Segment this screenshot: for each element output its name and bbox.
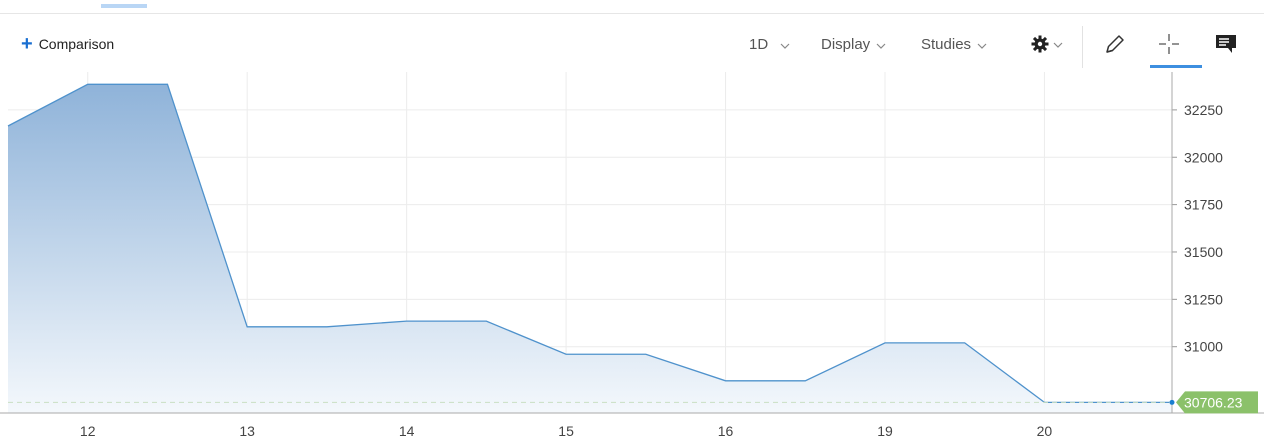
comment-icon — [1216, 35, 1236, 53]
chevron-down-icon — [1053, 42, 1063, 48]
toolbar-separator — [1082, 26, 1083, 68]
chevron-down-icon — [780, 43, 790, 49]
chart-toolbar: + Comparison 1D Display Studies — [0, 14, 1264, 72]
last-price-label: 30706.23 — [1184, 394, 1243, 410]
y-tick-label: 31500 — [1184, 244, 1223, 260]
display-dropdown[interactable]: Display — [821, 36, 886, 53]
settings-dropdown[interactable] — [1031, 35, 1063, 53]
interval-label: 1D — [749, 36, 769, 53]
x-tick-label: 14 — [399, 423, 415, 439]
y-tick-label: 32250 — [1184, 102, 1223, 118]
plus-icon: + — [21, 33, 33, 55]
comment-tool-button[interactable] — [1214, 32, 1238, 56]
studies-dropdown[interactable]: Studies — [921, 36, 987, 53]
price-area — [8, 84, 1172, 413]
chevron-down-icon — [876, 43, 886, 49]
x-tick-label: 19 — [877, 423, 893, 439]
x-tick-label: 20 — [1037, 423, 1053, 439]
y-tick-label: 31250 — [1184, 291, 1223, 307]
comparison-button[interactable]: + Comparison — [21, 33, 115, 55]
gear-icon — [1031, 35, 1049, 53]
chevron-down-icon — [977, 43, 987, 49]
last-price-tag — [1176, 391, 1258, 414]
draw-tool-button[interactable] — [1103, 32, 1127, 56]
x-tick-label: 16 — [718, 423, 734, 439]
display-label: Display — [821, 36, 871, 53]
crosshair-active-indicator — [1150, 65, 1202, 68]
top-divider — [0, 13, 1264, 14]
y-tick-label: 31000 — [1184, 339, 1223, 355]
crosshair-tool-button[interactable] — [1157, 32, 1181, 56]
x-tick-label: 12 — [80, 423, 96, 439]
comparison-label: Comparison — [38, 36, 115, 52]
price-line — [7, 83, 1172, 403]
crosshair-icon — [1159, 34, 1179, 54]
last-price-dot — [1169, 399, 1175, 405]
x-tick-label: 13 — [239, 423, 255, 439]
pencil-icon — [1106, 35, 1124, 53]
studies-label: Studies — [921, 36, 972, 53]
y-tick-label: 32000 — [1184, 149, 1223, 165]
interval-dropdown[interactable]: 1D — [749, 36, 790, 53]
x-tick-label: 15 — [558, 423, 574, 439]
top-tab-indicator — [101, 4, 147, 8]
y-tick-label: 31750 — [1184, 197, 1223, 213]
